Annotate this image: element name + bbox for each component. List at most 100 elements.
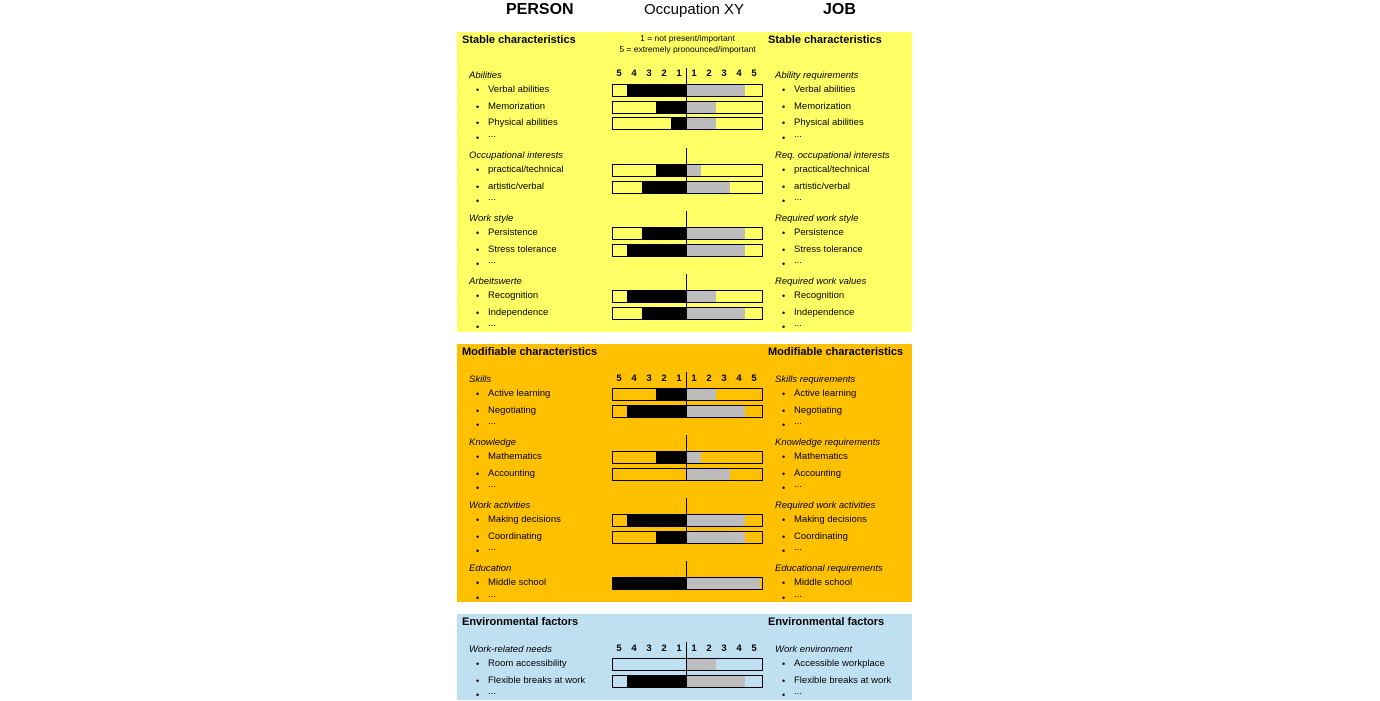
person-level-bar: [671, 118, 686, 130]
job-level-bar: [686, 165, 701, 176]
bullet-icon: •: [476, 85, 480, 95]
job-item: Making decisions: [794, 514, 867, 525]
scale-tick-label: 1: [676, 643, 682, 654]
bullet-icon: •: [476, 389, 480, 399]
group-title-person: Education: [469, 563, 512, 574]
bullet-icon: •: [782, 546, 786, 557]
person-item: Making decisions: [488, 514, 561, 525]
scale-tick-label: 2: [706, 643, 712, 654]
comparison-bar: [612, 658, 763, 671]
job-item: Negotiating: [794, 404, 843, 416]
bullet-icon: •: [476, 244, 480, 255]
comparison-bar: [612, 227, 763, 240]
job-item: Recognition: [794, 290, 845, 301]
person-item: Negotiating: [488, 404, 537, 416]
job-item: artistic/verbal: [794, 180, 850, 192]
job-item-more: ...: [794, 192, 802, 204]
bullet-icon: •: [782, 420, 786, 431]
person-item-more: ...: [488, 318, 496, 330]
bullet-icon: •: [782, 132, 786, 143]
bullet-icon: •: [476, 452, 480, 462]
section-title-job: Stable characteristics: [768, 34, 882, 46]
bullet-icon: •: [476, 578, 480, 588]
scale-tick-label: 5: [616, 643, 622, 654]
group-title-person: Occupational interests: [469, 150, 563, 161]
comparison-bar: [612, 451, 763, 464]
job-item-more: ...: [794, 542, 802, 554]
job-level-bar: [686, 531, 746, 543]
header-occupation: Occupation XY: [644, 1, 745, 18]
scale-tick-label: 2: [661, 373, 667, 384]
job-level-bar: [686, 405, 746, 417]
section-title-job: Modifiable characteristics: [768, 346, 904, 358]
bullet-icon: •: [476, 322, 480, 333]
bullet-icon: •: [476, 228, 480, 238]
job-level-bar: [686, 307, 746, 319]
bullet-icon: •: [782, 389, 786, 399]
job-level-bar: [686, 389, 716, 400]
person-level-bar: [656, 101, 686, 113]
comparison-bar: [612, 100, 763, 114]
job-level-bar: [686, 452, 701, 463]
comparison-bar: [612, 388, 763, 401]
person-item-more: ...: [488, 255, 496, 267]
person-item: Memorization: [488, 100, 546, 112]
section-title-person: Environmental factors: [462, 616, 579, 628]
person-item: Verbal abilities: [488, 84, 550, 95]
bullet-icon: •: [782, 578, 786, 588]
job-level-bar: [686, 181, 731, 193]
bullet-icon: •: [476, 690, 480, 701]
group-title-job: Educational requirements: [775, 563, 883, 574]
person-level-bar: [626, 291, 686, 302]
bullet-icon: •: [476, 468, 480, 479]
bullet-icon: •: [476, 515, 480, 525]
scale-tick-label: 4: [736, 643, 742, 654]
group-title-person: Work activities: [469, 500, 531, 511]
job-item: Memorization: [794, 100, 852, 112]
person-level-bar: [656, 531, 686, 543]
comparison-bar: [612, 530, 763, 544]
scale-tick-label: 5: [751, 373, 757, 384]
scale-tick-label: 3: [646, 373, 652, 384]
group-title-job: Required work activities: [775, 500, 876, 511]
bullet-icon: •: [476, 196, 480, 207]
scale-tick-label: 4: [631, 68, 637, 79]
person-item-more: ...: [488, 542, 496, 554]
person-item: Independence: [488, 306, 549, 318]
job-level-bar: [686, 244, 746, 256]
job-item: Stress tolerance: [794, 243, 863, 255]
section-title-job: Environmental factors: [768, 616, 885, 628]
bullet-icon: •: [476, 132, 480, 143]
job-item: Coordinating: [794, 530, 848, 542]
person-item: Persistence: [488, 227, 538, 238]
bullet-icon: •: [782, 690, 786, 701]
person-level-bar: [626, 85, 686, 96]
bullet-icon: •: [476, 259, 480, 270]
person-level-bar: [626, 244, 686, 256]
scale-tick-label: 1: [691, 643, 697, 654]
person-item: Physical abilities: [488, 117, 558, 129]
scale-legend-max: 5 = extremely pronounced/important: [619, 44, 756, 54]
job-item-more: ...: [794, 128, 802, 140]
group-title-person: Knowledge: [469, 437, 517, 448]
scale-tick-label: 5: [751, 68, 757, 79]
bullet-icon: •: [782, 531, 786, 542]
bullet-icon: •: [782, 483, 786, 494]
job-item: Persistence: [794, 227, 844, 238]
bullet-icon: •: [782, 165, 786, 175]
group-title-job: Knowledge requirements: [775, 437, 881, 448]
comparison-bar: [612, 290, 763, 303]
job-level-bar: [686, 578, 760, 589]
bullet-icon: •: [476, 675, 480, 686]
bullet-icon: •: [782, 85, 786, 95]
scale-center-line: [686, 68, 687, 128]
bullet-icon: •: [476, 659, 480, 669]
job-item: Mathematics: [794, 451, 848, 462]
scale-tick-label: 5: [616, 68, 622, 79]
scale-tick-label: 4: [631, 643, 637, 654]
group-title-person: Work-related needs: [469, 644, 552, 655]
bullet-icon: •: [476, 483, 480, 494]
job-level-bar: [686, 659, 716, 670]
scale-tick-label: 1: [691, 373, 697, 384]
job-item: Active learning: [794, 388, 857, 399]
